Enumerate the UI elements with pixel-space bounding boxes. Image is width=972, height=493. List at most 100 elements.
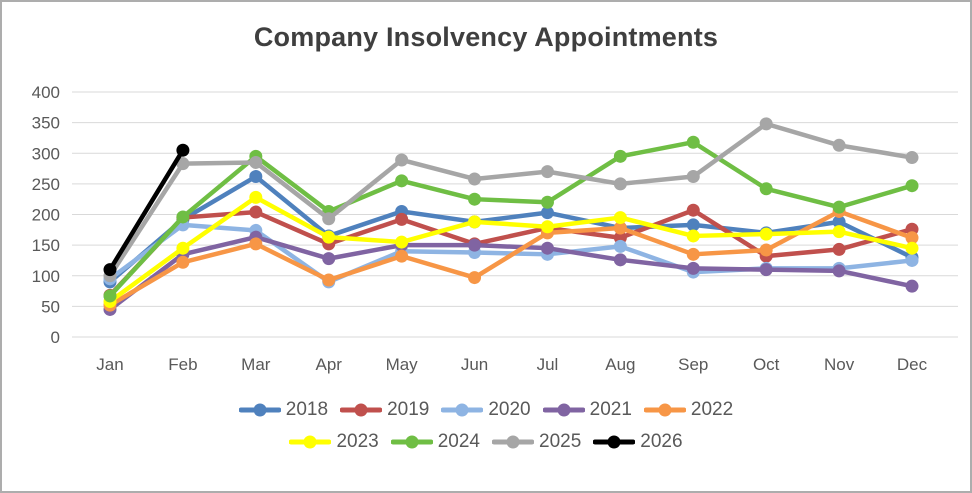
legend-line-marker-icon [289,435,332,448]
series-2024-point [759,182,773,196]
series-2021-point [613,253,627,267]
series-2024-point [103,289,117,303]
series-2022-point [395,249,409,263]
series-2018-point [686,218,700,232]
legend-item-2020: 2020 [441,399,531,420]
legend-item-2022: 2022 [643,399,734,420]
series-2025-point [905,151,919,165]
series-2024-point [613,149,627,163]
x-axis-tick-label: May [386,355,419,374]
legend-label: 2025 [539,431,582,452]
x-axis-tick-label: Dec [897,355,928,374]
legend-label: 2019 [387,399,430,420]
legend-item-2021: 2021 [542,400,632,419]
x-axis-tick-label: Mar [241,355,271,374]
y-axis-tick-label: 0 [51,328,60,347]
legend-line-marker-icon [238,403,281,416]
series-2024-point [540,195,554,209]
legend-label: 2020 [488,399,531,420]
series-2025-point [176,157,190,171]
series-2025-point [540,165,554,179]
legend-item-2018: 2018 [238,399,329,420]
series-2021-point [759,263,773,277]
chart-legend: 2018 2019 2020 2021 2022 2023 2024 2025 2026 [2,400,970,451]
series-2023-point [322,230,336,244]
series-2020-point [613,239,627,253]
series-2018-point [540,206,554,220]
series-2025-point [249,155,263,169]
series-2025-point [832,138,846,152]
y-axis-tick-label: 350 [32,114,60,133]
series-2021-point [832,264,846,278]
series-2021-point [686,261,700,275]
series-2024-point [686,135,700,149]
legend-label: 2022 [690,399,734,420]
series-2022-point [686,247,700,261]
x-axis-tick-label: Nov [824,355,855,374]
series-2026-line [107,147,186,272]
series-2023-point [395,235,409,249]
series-2018-point [832,215,846,229]
series-2026-point [103,263,117,277]
series-2025-point [395,153,409,167]
legend-item-2026: 2026 [593,432,683,451]
series-2023-point [759,227,773,241]
x-axis-tick-label: Sep [678,355,708,374]
legend-label: 2024 [437,431,480,452]
series-2023-line [107,195,915,304]
series-2023-point [176,241,190,255]
series-2019-point [832,242,846,256]
series-2025-line [107,121,915,278]
legend-line-marker-icon [542,403,585,416]
series-2021-line [107,234,915,312]
series-2021-point [322,252,336,266]
legend-line-marker-icon [643,403,686,416]
series-2021-point [468,238,482,252]
x-axis-tick-label: Jul [537,355,559,374]
legend-line-marker-icon [390,435,433,448]
series-2024-point [905,179,919,193]
series-2024-point [832,200,846,214]
legend-label: 2018 [285,399,329,420]
series-2025-point [686,170,700,184]
series-2024-line [107,139,915,299]
x-axis-tick-label: Jan [96,355,123,374]
y-axis-tick-label: 250 [32,175,60,194]
series-2022-point [905,231,919,245]
series-2026-point [176,143,190,157]
series-2018-point [249,170,263,184]
series-2019-line [107,207,915,298]
series-2022-point [759,243,773,257]
y-axis-tick-label: 150 [32,236,60,255]
series-2024-point [468,192,482,206]
series-2025-point [613,177,627,191]
series-2023-point [540,220,554,234]
series-2025-point [759,117,773,131]
series-2023-point [905,241,919,255]
series-2023-point [832,225,846,239]
series-2023-point [613,211,627,225]
series-2023-point [249,190,263,204]
series-2019-point [686,203,700,217]
series-2020-point [905,253,919,267]
series-2019-point [249,205,263,219]
legend-item-2024: 2024 [390,431,480,452]
series-2022-point [176,255,190,269]
legend-item-2023: 2023 [289,432,379,451]
series-2024-point [176,210,190,224]
x-axis-tick-label: Apr [315,355,342,374]
series-2022-point [468,271,482,285]
legend-item-2019: 2019 [340,400,429,419]
x-axis-tick-label: Aug [605,355,635,374]
y-axis-tick-label: 200 [32,206,60,225]
legend-line-marker-icon [340,403,383,416]
x-axis-tick-label: Oct [753,355,780,374]
legend-row: 2023 2024 2025 2026 [289,431,683,452]
series-2021-point [540,241,554,255]
series-2022-line [107,209,915,308]
series-2022-point [613,221,627,235]
y-axis-tick-label: 300 [32,144,60,163]
series-2022-point [322,273,336,287]
